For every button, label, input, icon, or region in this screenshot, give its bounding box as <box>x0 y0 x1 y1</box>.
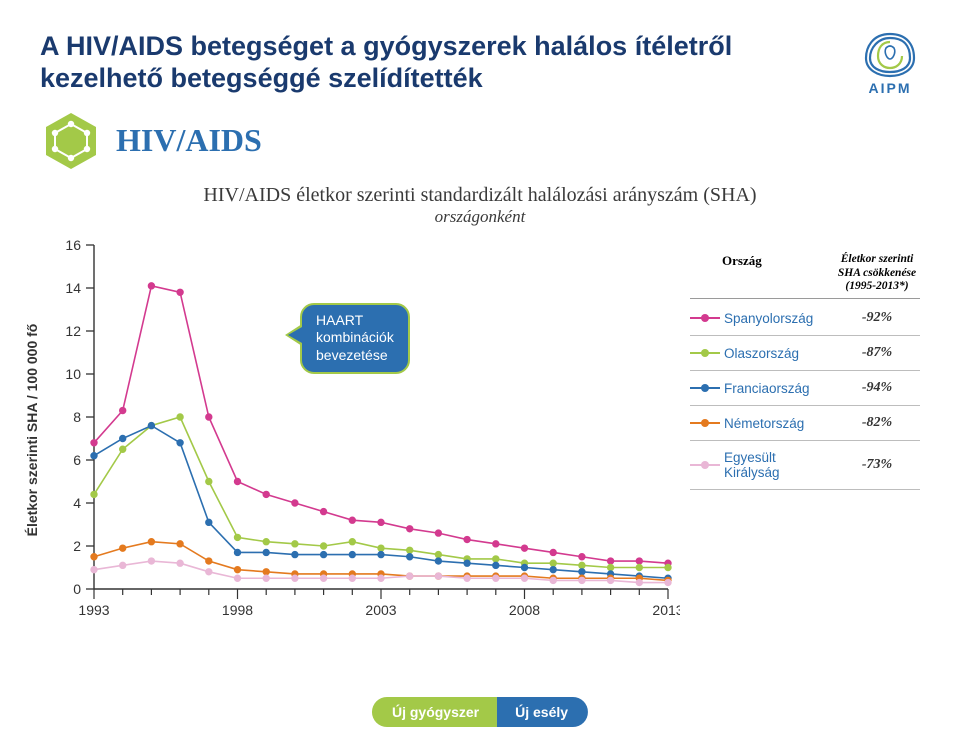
svg-text:2013: 2013 <box>652 602 680 618</box>
y-axis-label: Életkor szerinti SHA / 100 000 fő <box>24 323 40 536</box>
legend-table: Ország Életkor szerinti SHA csökkenése (… <box>690 253 920 490</box>
legend-marker-icon <box>690 458 720 472</box>
svg-text:6: 6 <box>73 452 81 468</box>
chart-area: Életkor szerinti SHA / 100 000 fő 024681… <box>40 235 680 625</box>
svg-text:2003: 2003 <box>365 602 396 618</box>
legend-row: Franciaország-94% <box>690 371 920 406</box>
legend-row: Egyesült Királyság-73% <box>690 441 920 490</box>
svg-text:10: 10 <box>65 366 81 382</box>
legend-pct: -87% <box>834 345 920 361</box>
legend-country: Egyesült Királyság <box>724 450 834 480</box>
footer-pill: Új gyógyszer Új esély <box>372 697 588 727</box>
svg-text:4: 4 <box>73 495 81 511</box>
section-badge-icon <box>40 110 102 172</box>
page-title: A HIV/AIDS betegséget a gyógyszerek halá… <box>40 30 780 95</box>
footer-right: Új esély <box>497 697 588 727</box>
legend-marker-icon <box>690 381 720 395</box>
legend-country: Olaszország <box>724 346 834 361</box>
chart-callout: HAART kombinációk bevezetése <box>300 303 410 375</box>
legend-marker-icon <box>690 311 720 325</box>
brand-logo: AIPM <box>860 30 920 96</box>
svg-text:14: 14 <box>65 280 81 296</box>
legend-row: Olaszország-87% <box>690 336 920 371</box>
legend-marker-icon <box>690 346 720 360</box>
chart-title: HIV/AIDS életkor szerinti standardizált … <box>40 184 920 207</box>
legend-country: Németország <box>724 416 834 431</box>
legend-pct: -92% <box>834 310 920 326</box>
legend-country: Franciaország <box>724 381 834 396</box>
callout-line: bevezetése <box>316 347 388 363</box>
svg-text:2008: 2008 <box>509 602 540 618</box>
callout-line: HAART <box>316 312 363 328</box>
legend-pct: -82% <box>834 415 920 431</box>
svg-text:0: 0 <box>73 581 81 597</box>
legend-header-pct: Életkor szerinti SHA csökkenése (1995-20… <box>834 253 920 294</box>
brand-name: AIPM <box>860 80 920 96</box>
legend-pct: -73% <box>834 457 920 473</box>
svg-text:2: 2 <box>73 538 81 554</box>
chart-subtitle: országonként <box>40 207 920 227</box>
svg-text:1993: 1993 <box>78 602 109 618</box>
svg-text:12: 12 <box>65 323 81 339</box>
legend-country: Spanyolország <box>724 311 834 326</box>
footer-left: Új gyógyszer <box>372 697 497 727</box>
section-subhead: HIV/AIDS <box>116 122 262 159</box>
legend-header-country: Ország <box>690 253 834 294</box>
legend-pct: -94% <box>834 380 920 396</box>
legend-row: Spanyolország-92% <box>690 301 920 336</box>
line-chart: 0 2 4 6 8 10 12 14 16 1993 1998 2003 2008 2013 <box>40 235 680 625</box>
legend-row: Németország-82% <box>690 406 920 441</box>
svg-text:16: 16 <box>65 237 81 253</box>
legend-marker-icon <box>690 416 720 430</box>
svg-text:1998: 1998 <box>222 602 253 618</box>
svg-text:8: 8 <box>73 409 81 425</box>
callout-line: kombinációk <box>316 329 394 345</box>
